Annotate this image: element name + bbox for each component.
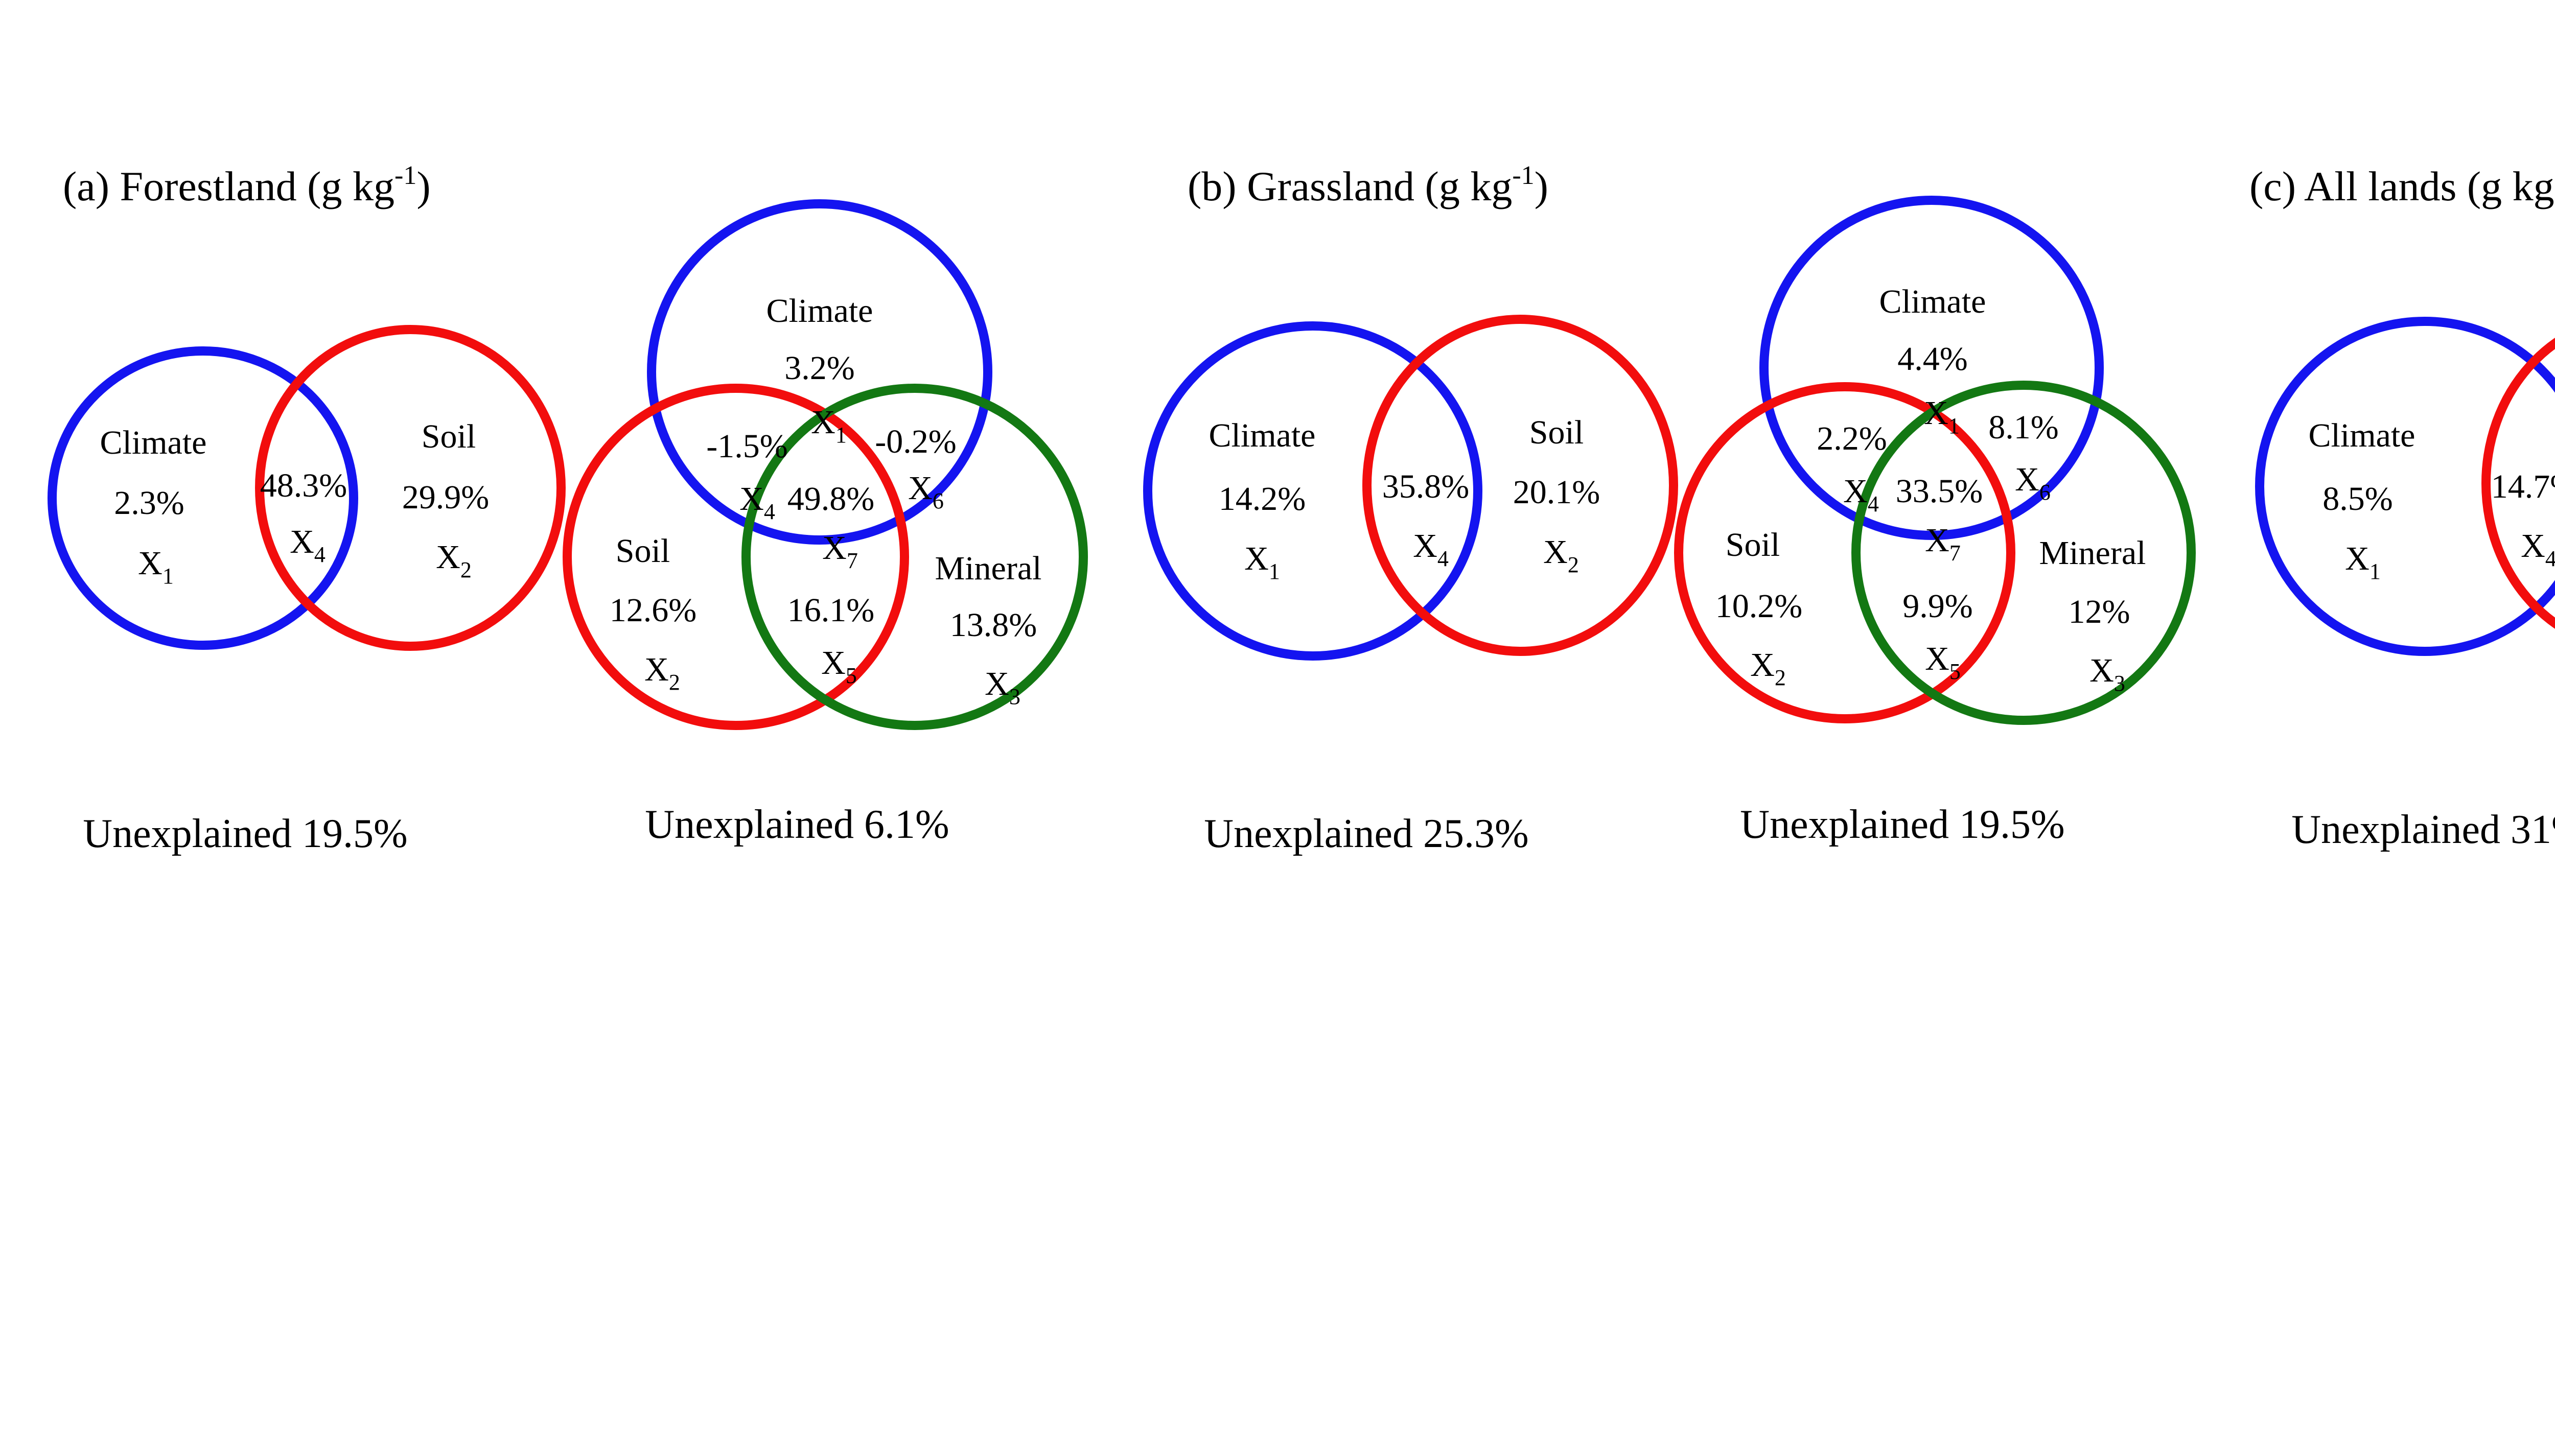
mineral-pct: 12% xyxy=(2069,593,2130,630)
panel-title: (c) All lands (g kg-1) xyxy=(2249,161,2555,209)
panel-forestland: (a) Forestland (g kg-1) Climate 2.3% X1 … xyxy=(48,161,1088,856)
superscript: -1 xyxy=(1512,161,1534,190)
climate-label: Climate xyxy=(766,292,873,330)
mineral-circle xyxy=(741,384,1088,730)
superscript: -1 xyxy=(2554,161,2555,190)
venn2-climate-soil: Climate 2.3% X1 48.3% X4 Soil 29.9% X2 U… xyxy=(48,325,566,856)
climate-circle xyxy=(647,199,992,545)
panel-title-text: (b) Grassland (g kg xyxy=(1188,163,1512,209)
climate-mineral-variable: X6 xyxy=(2015,461,2051,505)
panel-all-lands: (c) All lands (g kg-1) Climate 8.5% X1 1… xyxy=(2249,161,2555,852)
panel-title-text: (a) Forestland (g kg xyxy=(63,163,394,209)
overlap-variable: X4 xyxy=(290,523,326,567)
overlap-pct: 35.8% xyxy=(1382,468,1469,505)
panel-title: (a) Forestland (g kg-1) xyxy=(63,161,431,209)
climate-soil-pct: 2.2% xyxy=(1817,420,1887,457)
soil-pct: 29.9% xyxy=(402,479,489,516)
overlap-pct: 14.7% xyxy=(2491,468,2555,505)
soil-mineral-variable: X5 xyxy=(821,644,857,688)
soil-circle xyxy=(1674,382,2015,723)
climate-label: Climate xyxy=(100,424,207,461)
center-variable: X7 xyxy=(1925,522,1961,566)
soil-circle xyxy=(1362,315,1678,656)
soil-variable: X2 xyxy=(644,651,680,695)
soil-mineral-pct: 16.1% xyxy=(787,592,874,629)
climate-pct: 2.3% xyxy=(114,484,184,522)
climate-variable: X1 xyxy=(138,545,174,589)
overlap-variable: X4 xyxy=(2521,527,2555,571)
soil-circle xyxy=(2481,338,2555,629)
soil-label: Soil xyxy=(616,532,670,570)
climate-label: Climate xyxy=(2309,417,2415,454)
climate-circle xyxy=(48,346,358,650)
center-pct: 49.8% xyxy=(787,480,874,518)
soil-pct: 12.6% xyxy=(610,592,696,629)
superscript: -1 xyxy=(394,161,416,190)
soil-pct: 10.2% xyxy=(1715,588,1802,625)
climate-circle xyxy=(2255,317,2555,656)
panel-title-close: ) xyxy=(416,163,430,209)
climate-pct: 8.5% xyxy=(2322,480,2393,518)
unexplained-label: Unexplained 25.3% xyxy=(1204,811,1528,856)
climate-mineral-pct: 8.1% xyxy=(1988,409,2058,446)
climate-label: Climate xyxy=(1209,417,1316,454)
center-variable: X7 xyxy=(822,529,858,573)
climate-circle xyxy=(1143,321,1482,661)
center-pct: 33.5% xyxy=(1896,473,1983,510)
panel-title-close: ) xyxy=(1535,163,1548,209)
mineral-label: Mineral xyxy=(2039,534,2146,572)
panel-title: (b) Grassland (g kg-1) xyxy=(1188,161,1548,209)
mineral-variable: X3 xyxy=(985,665,1020,709)
climate-soil-variable: X4 xyxy=(1843,473,1879,516)
climate-pct: 3.2% xyxy=(784,349,854,387)
climate-variable: X1 xyxy=(1244,540,1280,584)
unexplained-label: Unexplained 19.5% xyxy=(1740,802,2064,847)
climate-label: Climate xyxy=(1879,283,1986,320)
climate-mineral-variable: X6 xyxy=(908,469,944,513)
soil-variable: X2 xyxy=(1750,646,1786,690)
soil-variable: X2 xyxy=(436,538,472,582)
panel-grassland: (b) Grassland (g kg-1) Climate 14.2% X1 … xyxy=(1143,161,2196,856)
climate-mineral-pct: -0.2% xyxy=(875,423,956,460)
soil-label: Soil xyxy=(422,418,476,455)
overlap-pct: 48.3% xyxy=(260,467,347,504)
venn2-climate-soil: Climate 8.5% X1 14.7% X4 Soil 45.8% X2 U… xyxy=(2255,317,2555,852)
soil-pct: 20.1% xyxy=(1513,474,1600,511)
climate-pct: 14.2% xyxy=(1219,480,1306,518)
climate-circle xyxy=(1759,196,2104,540)
panel-title-text: (c) All lands (g kg xyxy=(2249,163,2554,209)
climate-variable: X1 xyxy=(1924,394,1960,438)
climate-variable: X1 xyxy=(811,404,847,448)
unexplained-label: Unexplained 19.5% xyxy=(83,811,407,856)
mineral-variable: X3 xyxy=(2089,652,2125,696)
venn3-climate-soil-mineral: Climate 3.2% X1 -1.5% X4 -0.2% X6 49.8% … xyxy=(563,199,1088,847)
soil-label: Soil xyxy=(1726,526,1780,563)
unexplained-label: Unexplained 31% xyxy=(2291,807,2555,852)
climate-soil-variable: X4 xyxy=(739,480,775,524)
mineral-label: Mineral xyxy=(935,550,1042,587)
overlap-variable: X4 xyxy=(1413,527,1449,571)
venn3-climate-soil-mineral: Climate 4.4% X1 2.2% X4 8.1% X6 33.5% X7… xyxy=(1674,196,2196,847)
venn2-climate-soil: Climate 14.2% X1 35.8% X4 Soil 20.1% X2 … xyxy=(1143,315,1678,856)
mineral-pct: 13.8% xyxy=(950,606,1037,644)
climate-soil-pct: -1.5% xyxy=(706,428,787,465)
unexplained-label: Unexplained 6.1% xyxy=(645,802,949,847)
climate-variable: X1 xyxy=(2345,540,2381,584)
soil-mineral-variable: X5 xyxy=(1925,640,1961,684)
soil-mineral-pct: 9.9% xyxy=(1902,588,1972,625)
climate-pct: 4.4% xyxy=(1897,340,1967,378)
soil-circle xyxy=(563,384,909,730)
soil-variable: X2 xyxy=(1543,533,1579,577)
soil-label: Soil xyxy=(1529,414,1584,451)
soil-circle xyxy=(255,325,566,651)
mineral-circle xyxy=(1851,381,2196,725)
